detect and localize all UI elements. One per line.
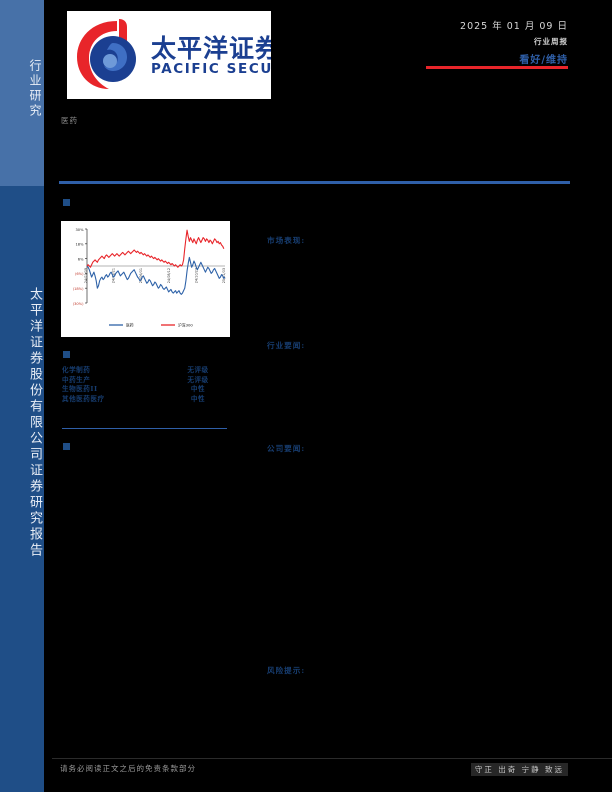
section-header-company-news: 公司要闻: (267, 444, 306, 453)
footer-divider (52, 758, 612, 759)
footer-disclaimer: 请务必阅读正文之后的免责条款部分 (60, 764, 196, 773)
sector-label: 医药 (61, 116, 78, 125)
section-bullet-market (63, 199, 70, 206)
market-performance-chart: 30% 18% 6% (6%) (18%) (30%) 24/01/09 24/03/21 24… (61, 221, 230, 337)
rating-badge: 看好/维持 (519, 55, 568, 66)
table-row: 中药生产 无评级 (62, 376, 227, 386)
svg-text:24/01/09: 24/01/09 (84, 268, 88, 283)
section-header-market-performance: 市场表现: (267, 236, 306, 245)
report-type: 行业周报 (534, 37, 568, 46)
header-meta: 2025 年 01 月 09 日 行业周报 看好/维持 (308, 18, 568, 66)
ratings-bottom-divider (62, 428, 227, 430)
section-bullet-company (63, 443, 70, 450)
rating-industry-name: 生物医药II (62, 385, 98, 394)
rating-value: 无评级 (187, 366, 209, 374)
section-header-industry-news: 行业要闻: (267, 341, 306, 350)
logo-chinese-name: 太平洋证券 (151, 34, 271, 63)
header-blue-divider (59, 181, 570, 184)
company-logo: 太平洋证券 PACIFIC SECURITIES (67, 11, 271, 99)
sidebar-top-band (0, 0, 44, 186)
svg-text:24/06/01: 24/06/01 (139, 268, 143, 283)
table-row: 其他医药医疗 中性 (62, 395, 227, 405)
report-date: 2025 年 01 月 09 日 (460, 21, 568, 32)
pacific-securities-logo-icon (77, 19, 136, 89)
svg-text:(30%): (30%) (73, 302, 84, 306)
svg-text:18%: 18% (76, 243, 85, 247)
sidebar-top-label: 行业研究 (28, 59, 42, 119)
section-bullet-ratings (63, 351, 70, 358)
table-row: 生物医药II 中性 (62, 385, 227, 395)
rating-value: 中性 (190, 394, 206, 403)
sidebar-bottom-band (0, 186, 44, 792)
header-red-rule (426, 66, 568, 69)
svg-text:25/01/03: 25/01/03 (222, 268, 226, 283)
sub-industry-ratings-table: 化学制药 无评级 中药生产 无评级 生物医药II 中性 其他医药医疗 中性 (62, 366, 227, 404)
left-sidebar: 行业研究 太平洋证券股份有限公司证券研究报告 (0, 0, 44, 792)
svg-text:(6%): (6%) (75, 272, 84, 276)
svg-text:6%: 6% (78, 257, 84, 261)
svg-text:(18%): (18%) (73, 287, 84, 291)
table-row: 化学制药 无评级 (62, 366, 227, 376)
chart-canvas: 30% 18% 6% (6%) (18%) (30%) 24/01/09 24/03/21 24… (61, 221, 230, 337)
rating-value: 中性 (190, 385, 206, 394)
svg-text:沪深300: 沪深300 (178, 323, 193, 328)
svg-text:24/10/23: 24/10/23 (194, 268, 198, 283)
footer-slogan: 守正 出奇 宁静 致远 (470, 763, 568, 776)
logo-english-name: PACIFIC SECURITIES (151, 61, 271, 77)
rating-value: 无评级 (187, 375, 209, 384)
rating-industry-name: 化学制药 (62, 366, 91, 374)
section-header-risk-warning: 风险提示: (267, 666, 306, 675)
svg-text:24/03/21: 24/03/21 (112, 268, 116, 283)
sidebar-bottom-label: 太平洋证券股份有限公司证券研究报告 (27, 287, 42, 559)
svg-text:24/08/12: 24/08/12 (167, 268, 171, 283)
rating-industry-name: 其他医药医疗 (62, 394, 105, 403)
svg-text:30%: 30% (76, 228, 85, 232)
rating-industry-name: 中药生产 (62, 375, 91, 384)
svg-text:医药: 医药 (126, 323, 134, 328)
